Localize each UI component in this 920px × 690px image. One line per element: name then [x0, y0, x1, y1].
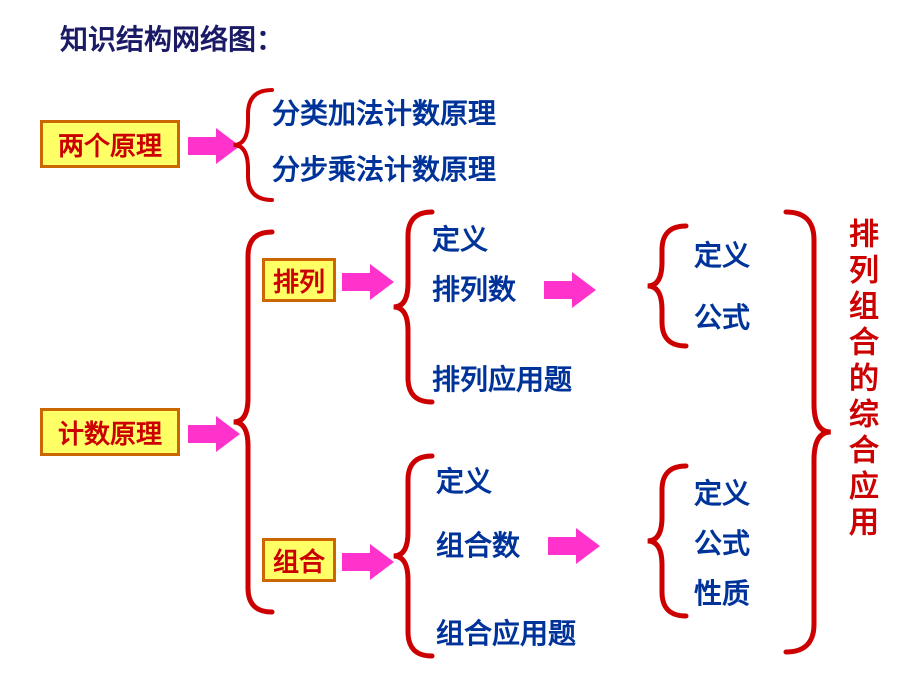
brace-7: [772, 210, 828, 654]
label-text: 排列应用题: [432, 364, 572, 395]
label-text: 公式: [694, 302, 750, 333]
label-text: 定义: [694, 478, 750, 509]
brace-4: [394, 454, 446, 658]
arrow-body: [342, 553, 370, 571]
brace-6: [648, 464, 700, 618]
arrow-body: [548, 537, 576, 555]
label-text: 组合应用题: [436, 618, 576, 649]
box-two-principles: 两个原理: [40, 120, 180, 168]
box-counting: 计数原理: [40, 408, 180, 456]
label-c-count: 组合数: [436, 524, 520, 564]
box-label: 计数原理: [58, 414, 162, 451]
label-c-out-def: 定义: [694, 472, 750, 512]
label-text: 公式: [694, 528, 750, 559]
arrow-4: [342, 544, 394, 580]
label-c-app: 组合应用题: [436, 612, 576, 652]
label-text: 性质: [694, 578, 750, 609]
arrow-3: [342, 264, 394, 300]
arrow-6: [548, 528, 600, 564]
brace-5: [648, 224, 700, 348]
label-text: 分类加法计数原理: [272, 98, 496, 129]
brace-1: [234, 88, 286, 202]
title-text: 知识结构网络图：: [60, 24, 284, 55]
arrow-body: [188, 425, 216, 443]
label-add-rule: 分类加法计数原理: [272, 92, 496, 132]
box-label: 两个原理: [58, 126, 162, 163]
arrow-body: [342, 273, 370, 291]
diagram-title: 知识结构网络图：: [60, 18, 284, 58]
arrow-5: [544, 272, 596, 308]
label-p-out-def: 定义: [694, 234, 750, 274]
vert-text-content: 排列组合的综合应用: [844, 218, 877, 542]
label-p-out-form: 公式: [694, 296, 750, 336]
brace-2: [234, 230, 286, 614]
vertical-summary-label: 排列组合的综合应用: [838, 218, 882, 542]
label-c-out-form: 公式: [694, 522, 750, 562]
arrow-head-icon: [576, 528, 600, 564]
brace-3: [394, 210, 446, 404]
label-text: 组合数: [436, 530, 520, 561]
label-c-out-prop: 性质: [694, 572, 750, 612]
label-mul-rule: 分步乘法计数原理: [272, 148, 496, 188]
label-p-app: 排列应用题: [432, 358, 572, 398]
arrow-head-icon: [370, 264, 394, 300]
arrow-1: [188, 128, 240, 164]
arrow-2: [188, 416, 240, 452]
arrow-body: [188, 137, 216, 155]
label-text: 分步乘法计数原理: [272, 154, 496, 185]
arrow-body: [544, 281, 572, 299]
arrow-head-icon: [572, 272, 596, 308]
arrow-head-icon: [370, 544, 394, 580]
label-text: 定义: [694, 240, 750, 271]
